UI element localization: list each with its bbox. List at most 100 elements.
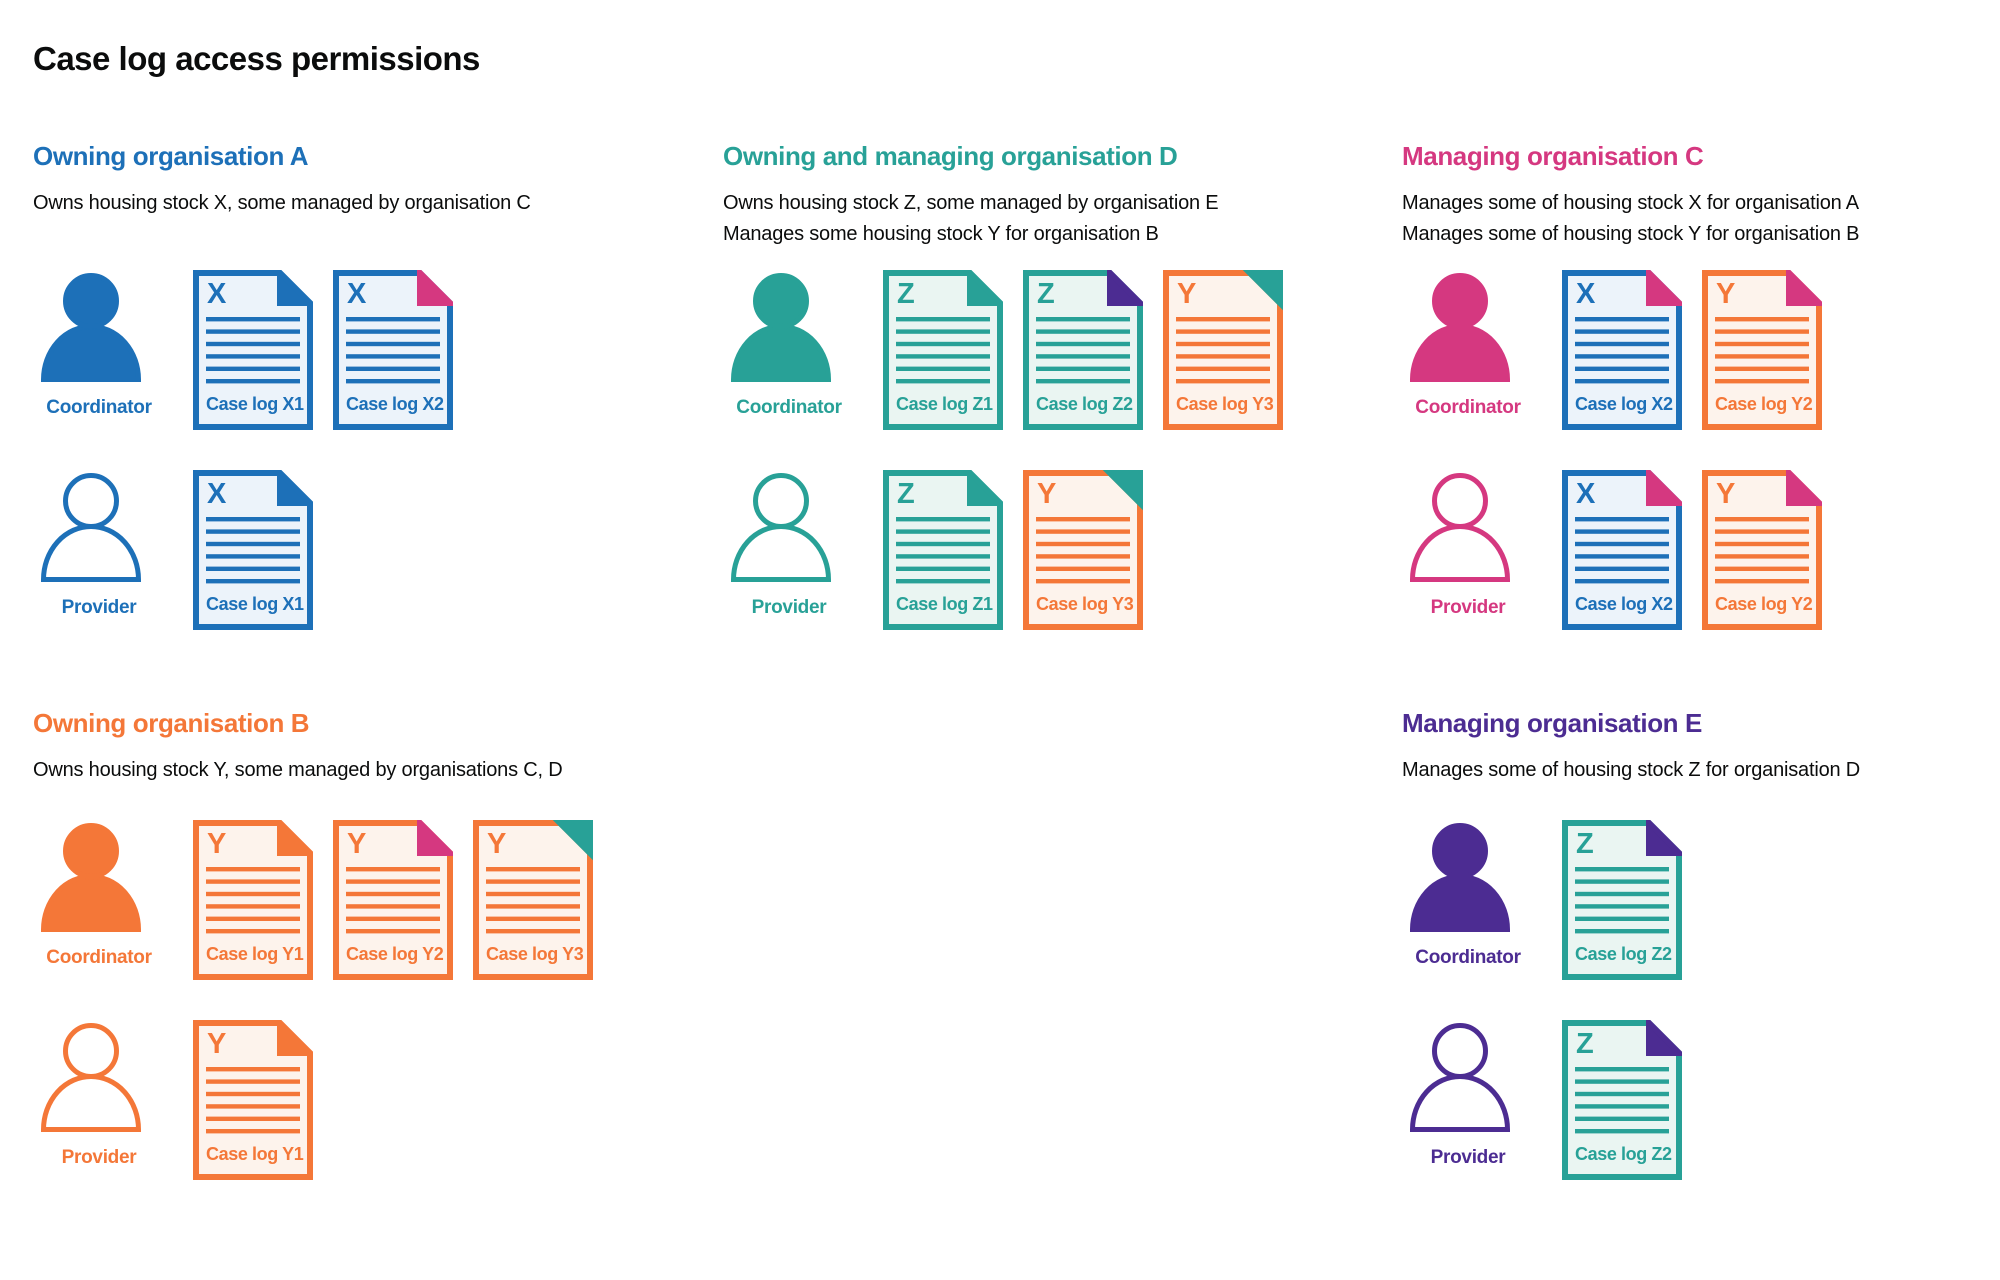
document-page-shape bbox=[1562, 1020, 1682, 1180]
case-log-document-icon bbox=[1702, 265, 1827, 430]
folded-corner-icon bbox=[1786, 465, 1827, 506]
person-filled-icon bbox=[40, 273, 142, 382]
doc-caption: Case log Z1 bbox=[896, 394, 993, 414]
document-page-shape bbox=[333, 270, 453, 430]
provider-avatar: Provider bbox=[1409, 1020, 1511, 1168]
folded-corner-icon bbox=[1646, 265, 1687, 306]
provider-avatar: Provider bbox=[730, 470, 832, 618]
folded-corner-icon bbox=[277, 465, 318, 506]
case-log-document: Z Case log Z2 bbox=[1562, 1015, 1687, 1180]
section-description-line: Manages some housing stock Y for organis… bbox=[723, 223, 1159, 245]
document-page-shape bbox=[1562, 820, 1682, 980]
section-description: Manages some of housing stock X for orga… bbox=[1402, 188, 1860, 250]
folded-corner-icon bbox=[417, 815, 458, 856]
d-coordinator-row: Coordinator Z Case log Z1 Z Case log Z2 Y Case… bbox=[723, 265, 1303, 435]
person-outline-icon bbox=[40, 473, 142, 582]
case-log-document-icon bbox=[1562, 815, 1687, 980]
case-log-document: Z Case log Z2 bbox=[1023, 265, 1148, 430]
doc-caption: Case log Y2 bbox=[346, 944, 444, 964]
section-description: Manages some of housing stock Z for orga… bbox=[1402, 755, 1860, 786]
section-heading-c: Managing organisation C bbox=[1402, 141, 1704, 171]
provider-avatar: Provider bbox=[1409, 470, 1511, 618]
coordinator-label: Coordinator bbox=[736, 397, 842, 418]
person-filled-icon bbox=[40, 823, 142, 932]
section-heading-b: Owning organisation B bbox=[33, 708, 310, 738]
person-filled-icon bbox=[1409, 273, 1511, 382]
folded-corner-icon bbox=[417, 265, 458, 306]
doc-stock-letter: Z bbox=[1576, 828, 1594, 860]
case-log-document: Y Case log Y3 bbox=[1023, 470, 1143, 630]
case-log-document-icon bbox=[1163, 270, 1283, 430]
doc-caption: Case log Y3 bbox=[1036, 594, 1134, 614]
case-log-document: X Case log X1 bbox=[193, 265, 318, 430]
c-coordinator-row: Coordinator X Case log X2 Y Case log Y2 bbox=[1402, 265, 1982, 435]
section-description-line: Manages some of housing stock X for orga… bbox=[1402, 192, 1859, 214]
section-description-line: Manages some of housing stock Z for orga… bbox=[1402, 759, 1861, 781]
coordinator-label: Coordinator bbox=[46, 397, 152, 418]
person-outline-icon bbox=[1409, 473, 1511, 582]
document-page-shape bbox=[1163, 270, 1283, 430]
case-log-document: X Case log X2 bbox=[1562, 465, 1687, 630]
e-coordinator-row: Coordinator Z Case log Z2 bbox=[1402, 815, 1982, 985]
doc-caption: Case log Y3 bbox=[486, 944, 584, 964]
case-log-document-icon bbox=[1702, 465, 1827, 630]
case-log-document-icon bbox=[193, 815, 318, 980]
doc-caption: Case log Z2 bbox=[1036, 394, 1133, 414]
section-heading-d: Owning and managing organisation D bbox=[723, 141, 1178, 171]
folded-corner-icon bbox=[1646, 465, 1687, 506]
section-description-line: Manages some of housing stock Y for orga… bbox=[1402, 223, 1860, 245]
person-outline-icon bbox=[730, 473, 832, 582]
doc-stock-letter: Y bbox=[1716, 478, 1736, 510]
doc-stock-letter: Y bbox=[1716, 278, 1736, 310]
document-page-shape bbox=[193, 820, 313, 980]
doc-caption: Case log Y1 bbox=[206, 944, 304, 964]
page-title: Case log access permissions bbox=[33, 40, 480, 77]
folded-corner-icon bbox=[967, 465, 1008, 506]
document-page-shape bbox=[333, 820, 453, 980]
folded-corner-icon bbox=[1646, 1015, 1687, 1056]
case-log-document: Z Case log Z2 bbox=[1562, 815, 1687, 980]
d-provider-row: Provider Z Case log Z1 Y Case log Y3 bbox=[723, 465, 1303, 635]
case-log-document-icon bbox=[473, 820, 593, 980]
doc-stock-letter: X bbox=[347, 278, 367, 310]
folded-corner-icon bbox=[967, 265, 1008, 306]
case-log-document: Z Case log Z1 bbox=[883, 465, 1008, 630]
folded-corner-icon bbox=[1646, 815, 1687, 856]
doc-caption: Case log Y3 bbox=[1176, 394, 1274, 414]
doc-caption: Case log Z2 bbox=[1575, 1144, 1672, 1164]
a-coordinator-row: Coordinator X Case log X1 X Case log X2 bbox=[33, 265, 613, 435]
provider-label: Provider bbox=[61, 597, 137, 618]
case-log-document: Y Case log Y2 bbox=[1702, 465, 1827, 630]
doc-stock-letter: X bbox=[207, 478, 227, 510]
case-log-document-icon bbox=[1562, 265, 1687, 430]
case-log-document: X Case log X2 bbox=[1562, 265, 1687, 430]
doc-stock-letter: Z bbox=[1037, 278, 1055, 310]
provider-avatar: Provider bbox=[40, 470, 142, 618]
doc-stock-letter: Y bbox=[487, 828, 507, 860]
case-log-document-icon bbox=[1023, 265, 1148, 430]
doc-caption: Case log Y2 bbox=[1715, 594, 1813, 614]
person-outline-icon bbox=[1409, 1023, 1511, 1132]
case-log-document: Y Case log Y1 bbox=[193, 1015, 318, 1180]
doc-caption: Case log Y1 bbox=[206, 1144, 304, 1164]
case-log-document: Y Case log Y3 bbox=[473, 820, 593, 980]
document-page-shape bbox=[1023, 470, 1143, 630]
section-heading-a: Owning organisation A bbox=[33, 141, 309, 171]
case-log-document: X Case log X1 bbox=[193, 465, 318, 630]
folded-corner-icon bbox=[1786, 265, 1827, 306]
document-page-shape bbox=[883, 270, 1003, 430]
doc-stock-letter: Y bbox=[347, 828, 367, 860]
case-log-document-icon bbox=[1562, 1015, 1687, 1180]
section-description-line: Owns housing stock Z, some managed by or… bbox=[723, 192, 1219, 214]
document-page-shape bbox=[193, 1020, 313, 1180]
case-log-document-icon bbox=[193, 465, 318, 630]
doc-stock-letter: Y bbox=[207, 828, 227, 860]
document-page-shape bbox=[473, 820, 593, 980]
b-coordinator-row: Coordinator Y Case log Y1 Y Case log Y2 Y Case… bbox=[33, 815, 613, 985]
provider-avatar: Provider bbox=[40, 1020, 142, 1168]
provider-label: Provider bbox=[1430, 597, 1506, 618]
case-log-document-icon bbox=[193, 1015, 318, 1180]
section-description: Owns housing stock Y, some managed by or… bbox=[33, 755, 563, 786]
document-page-shape bbox=[1023, 270, 1143, 430]
document-page-shape bbox=[883, 470, 1003, 630]
